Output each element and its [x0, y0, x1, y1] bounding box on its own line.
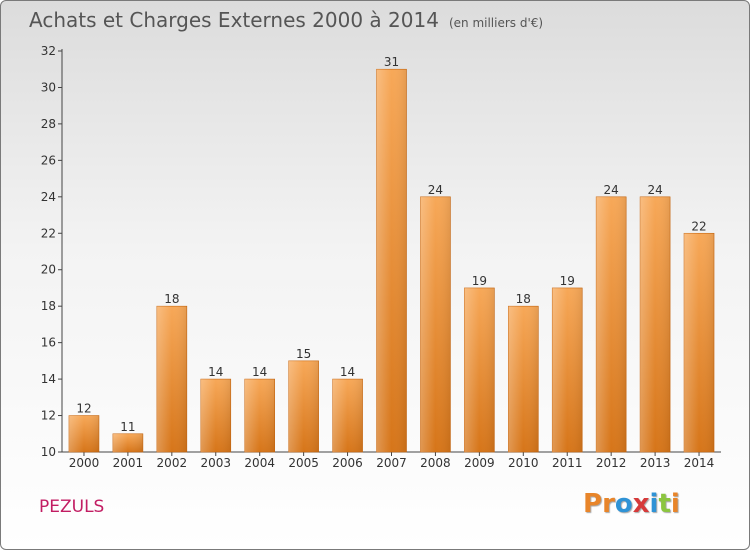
value-label: 24: [604, 183, 619, 197]
bar-shine: [640, 196, 671, 452]
y-tick-label: 18: [41, 299, 56, 313]
value-label: 18: [516, 292, 531, 306]
y-tick-label: 26: [41, 153, 56, 167]
bar-shine: [68, 415, 99, 452]
bar-shine: [596, 196, 627, 452]
y-tick-label: 32: [41, 44, 56, 58]
x-tick-label: 2010: [508, 456, 539, 470]
bar-shine: [464, 287, 495, 452]
chart-title-text: Achats et Charges Externes 2000 à 2014: [29, 8, 439, 32]
x-tick-label: 2009: [464, 456, 495, 470]
x-tick-label: 2001: [113, 456, 144, 470]
y-tick-label: 16: [41, 336, 56, 350]
y-tick-label: 30: [41, 80, 56, 94]
value-label: 22: [691, 219, 706, 233]
bar-shine: [376, 69, 407, 453]
x-tick-label: 2007: [376, 456, 407, 470]
x-tick-label: 2006: [332, 456, 363, 470]
chart-title: Achats et Charges Externes 2000 à 2014 (e…: [29, 8, 543, 32]
bar-shine: [684, 233, 715, 452]
logo-letter: o: [614, 489, 633, 519]
y-tick-label: 14: [41, 372, 56, 386]
bar-shine: [156, 306, 187, 452]
logo-letter: x: [632, 489, 650, 519]
y-tick-label: 12: [41, 409, 56, 423]
axes: 10 12 14 16 18 20 22 24 26 28 30 32 2000 2001 2002 2003…: [41, 44, 721, 470]
value-label: 15: [296, 347, 311, 361]
logo-letter: P: [583, 489, 603, 519]
x-tick-label: 2003: [200, 456, 231, 470]
value-label: 19: [472, 274, 487, 288]
value-label: 19: [560, 274, 575, 288]
value-label: 12: [76, 402, 91, 416]
commune-name: PEZULS: [39, 497, 105, 517]
bar-shine: [420, 196, 451, 452]
bar-shine: [288, 360, 319, 452]
logo-letter: i: [649, 489, 659, 519]
y-tick-label: 28: [41, 117, 56, 131]
y-tick-label: 10: [41, 445, 56, 459]
y-tick-label: 22: [41, 226, 56, 240]
x-tick-label: 2012: [596, 456, 627, 470]
value-label: 18: [164, 292, 179, 306]
bar-shine: [112, 433, 143, 452]
bar-shine: [200, 379, 231, 452]
x-tick-label: 2013: [640, 456, 671, 470]
x-tick-label: 2002: [157, 456, 188, 470]
x-tick-label: 2004: [244, 456, 275, 470]
labels-group: 12 11 18 14 14 15 14 31 24 19 18 19 24 24 22: [76, 55, 706, 434]
value-label: 31: [384, 55, 399, 69]
logo-letter: i: [670, 489, 680, 519]
value-label: 14: [252, 365, 267, 379]
x-tick-label: 2014: [684, 456, 715, 470]
y-tick-label: 24: [41, 190, 56, 204]
proxiti-logo: Proxiti: [583, 489, 693, 525]
value-label: 14: [208, 365, 223, 379]
bar-shine: [332, 379, 363, 452]
y-tick-label: 20: [41, 263, 56, 277]
x-tick-label: 2000: [69, 456, 100, 470]
bar-shine: [508, 306, 539, 452]
bars-group: [68, 68, 715, 453]
chart-unit: (en milliers d'€): [448, 16, 544, 30]
x-tick-label: 2005: [288, 456, 319, 470]
bar-shine: [244, 379, 275, 452]
x-tick-label: 2011: [552, 456, 583, 470]
value-label: 11: [120, 420, 135, 434]
value-label: 24: [428, 183, 443, 197]
bar-shine: [552, 287, 583, 452]
value-label: 14: [340, 365, 355, 379]
logo-letter: t: [658, 489, 671, 519]
x-tick-label: 2008: [420, 456, 451, 470]
logo-letter: r: [602, 489, 615, 519]
value-label: 24: [647, 183, 662, 197]
